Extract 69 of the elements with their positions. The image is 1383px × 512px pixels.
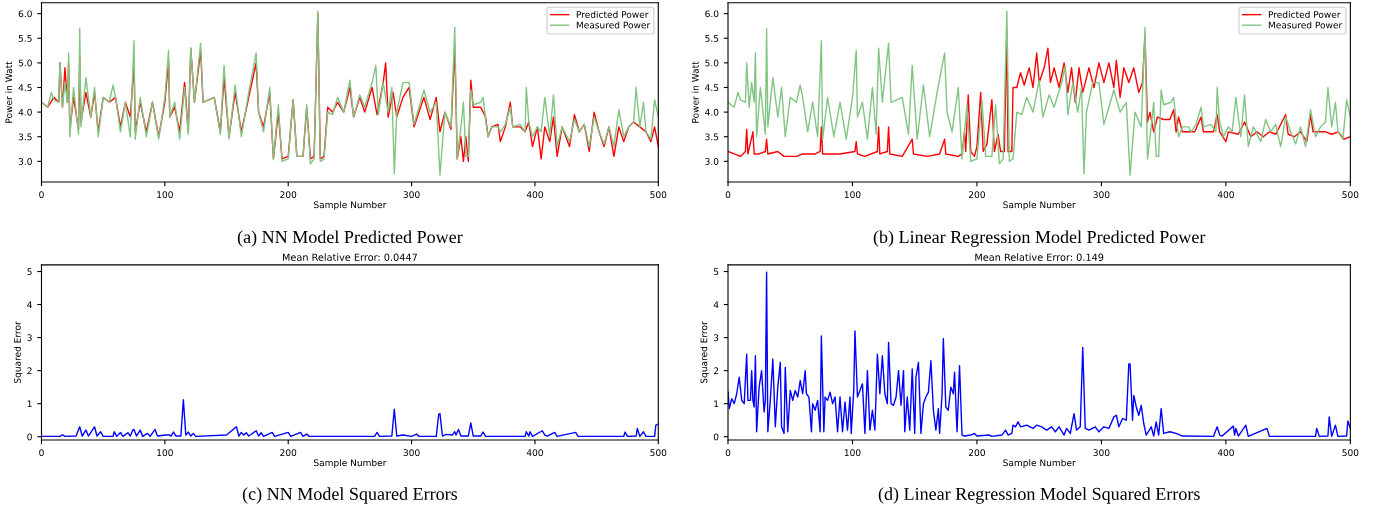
x-axis-title: Sample Number — [1003, 201, 1076, 210]
text: (b) Linear Regression Model Predicted Power — [873, 230, 1206, 247]
x-tick-label: 200 — [969, 449, 985, 457]
x-tick-label: 300 — [403, 191, 420, 199]
chart-title: Mean Relative Error: 0.0447 — [282, 253, 417, 261]
x-tick-label: 100 — [844, 191, 861, 199]
x-tick-label: 400 — [1217, 449, 1234, 457]
x-tick-label: 400 — [526, 191, 543, 199]
y-tick-label: 5.0 — [18, 59, 32, 67]
x-tick-label: 200 — [969, 191, 985, 199]
x-tick-label: 0 — [725, 449, 731, 457]
y-tick-label: 0 — [713, 433, 719, 441]
y-tick-label: 3.5 — [705, 133, 719, 141]
y-tick-label: 6.0 — [705, 10, 719, 18]
y-tick-label: 0 — [27, 433, 32, 441]
chart-title: Mean Relative Error: 0.149 — [975, 253, 1104, 261]
x-tick-label: 500 — [650, 449, 667, 457]
legend-label: Predicted Power — [576, 10, 649, 18]
y-tick-label: 2 — [713, 367, 719, 375]
y-tick-label: 3.0 — [18, 158, 32, 165]
x-tick-label: 200 — [280, 191, 297, 199]
x-tick-label: 400 — [1217, 191, 1234, 199]
y-tick-label: 2 — [27, 367, 32, 375]
legend-label: Measured Power — [576, 21, 651, 29]
y-axis-title: Power in Watt — [5, 61, 13, 123]
x-axis-title: Sample Number — [1003, 459, 1076, 468]
y-tick-label: 1 — [27, 400, 32, 408]
y-tick-label: 3.0 — [705, 158, 719, 165]
x-tick-label: 500 — [1342, 449, 1359, 457]
y-axis-title: Squared Error — [700, 321, 710, 384]
y-tick-label: 5.5 — [18, 35, 32, 42]
text: (c) NN Model Squared Errors — [242, 487, 458, 504]
x-tick-label: 0 — [725, 191, 731, 199]
y-tick-label: 5 — [27, 268, 32, 276]
x-tick-label: 100 — [844, 449, 861, 457]
y-tick-label: 5.5 — [705, 35, 719, 42]
y-tick-label: 5 — [713, 268, 719, 276]
x-tick-label: 400 — [526, 449, 543, 457]
y-tick-label: 4 — [713, 301, 719, 308]
y-tick-label: 4.5 — [705, 84, 719, 92]
x-tick-label: 0 — [39, 191, 44, 199]
x-tick-label: 300 — [1093, 191, 1110, 199]
x-tick-label: 0 — [39, 449, 44, 457]
y-axis-title: Power in Watt — [691, 61, 699, 123]
y-tick-label: 3.5 — [18, 133, 32, 141]
y-tick-label: 1 — [714, 400, 719, 408]
x-axis-title: Sample Number — [314, 201, 387, 210]
x-tick-label: 500 — [1342, 191, 1359, 199]
y-tick-label: 6.0 — [18, 10, 32, 18]
x-tick-label: 300 — [1093, 449, 1110, 457]
x-axis-title: Sample Number — [314, 459, 387, 468]
y-axis-title: Squared Error — [13, 321, 23, 384]
y-tick-label: 3 — [713, 334, 719, 342]
y-tick-label: 4 — [27, 301, 32, 308]
y-tick-label: 4.5 — [18, 84, 32, 92]
y-tick-label: 3 — [27, 334, 32, 342]
y-tick-label: 5.0 — [705, 59, 719, 67]
text: (d) Linear Regression Model Squared Errors — [878, 487, 1200, 504]
y-tick-label: 4.0 — [705, 108, 719, 116]
line-series — [728, 10, 1351, 176]
x-tick-label: 100 — [157, 449, 173, 457]
x-tick-label: 500 — [650, 191, 667, 199]
text: (a) NN Model Predicted Power — [237, 230, 463, 247]
legend-label: Measured Power — [1268, 21, 1343, 29]
y-tick-label: 4.0 — [18, 108, 32, 116]
x-tick-label: 300 — [403, 449, 420, 457]
x-tick-label: 100 — [157, 191, 173, 199]
legend-label: Predicted Power — [1268, 10, 1341, 18]
x-tick-label: 200 — [280, 449, 297, 457]
